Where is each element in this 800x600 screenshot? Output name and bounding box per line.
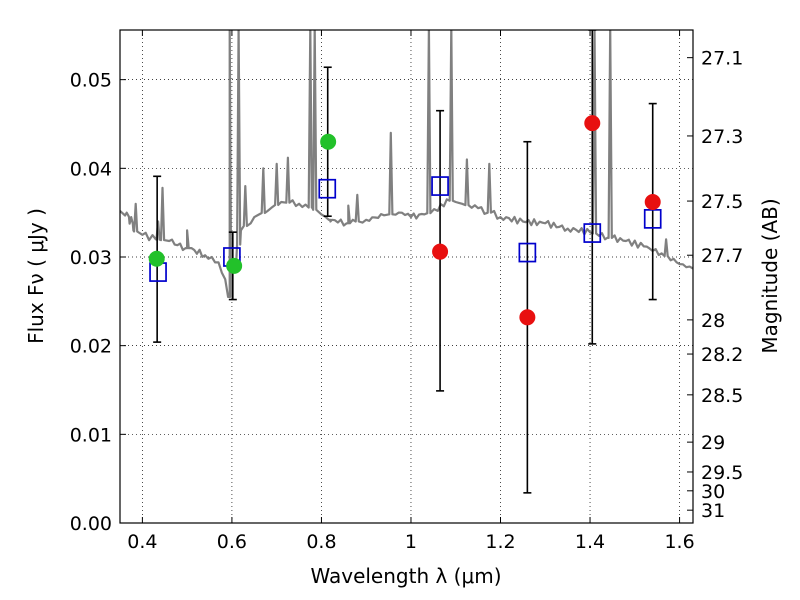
x-tick-label: 1.2 [485,531,515,553]
y2-tick-label: 31 [701,500,725,522]
model-flux-square [318,178,337,199]
observed-point [584,115,601,132]
ticks: 0.4 0.6 0.8 1 1.2 1.4 1.6 0.00 0.01 0.02 0.03 0.04 0… [70,30,743,553]
y2-tick-label: 27.5 [701,191,743,213]
y2-tick-label: 29 [701,432,725,454]
plot-border [119,29,694,524]
y2-tick-label: 27.7 [701,245,743,267]
observed-point [432,243,449,260]
y2-tick-label: 30 [701,481,725,503]
x-tick-label: 0.4 [127,531,157,553]
y2-tick-label: 28.5 [701,385,743,407]
x-tick-label: 1.6 [664,531,694,553]
y2-axis-label: Magnitude (AB) [758,198,782,353]
x-tick-label: 0.8 [306,531,336,553]
grid [120,30,693,524]
observed-point [519,309,536,326]
y2-tick-label: 28 [701,310,725,332]
plot-area [120,30,693,494]
model-flux-square [583,223,602,243]
y-axis-label: Flux Fν ( μJy ) [24,208,48,344]
y-tick-label: 0.03 [70,247,112,269]
y-tick-label: 0.00 [70,513,112,535]
observed-point [644,194,661,211]
y-tick-label: 0.04 [70,158,112,180]
x-axis-label: Wavelength λ (μm) [310,564,501,588]
detection-point [148,250,165,267]
x-tick-label: 1.4 [575,531,605,553]
y-tick-label: 0.05 [70,70,112,92]
y-tick-label: 0.02 [70,336,112,358]
spectrum-line [120,30,693,298]
y2-tick-label: 29.5 [701,462,743,484]
x-tick-label: 1 [405,531,417,553]
detection-point [320,133,337,150]
plot-frame [119,29,694,524]
detection-point [226,257,243,274]
y2-tick-label: 27.1 [701,48,743,70]
y2-tick-label: 27.3 [701,126,743,148]
y-tick-label: 0.01 [70,424,112,446]
y2-tick-label: 28.2 [701,344,743,366]
x-tick-label: 0.6 [217,531,247,553]
model-flux-square [431,176,449,196]
model-flux-square [518,242,537,263]
